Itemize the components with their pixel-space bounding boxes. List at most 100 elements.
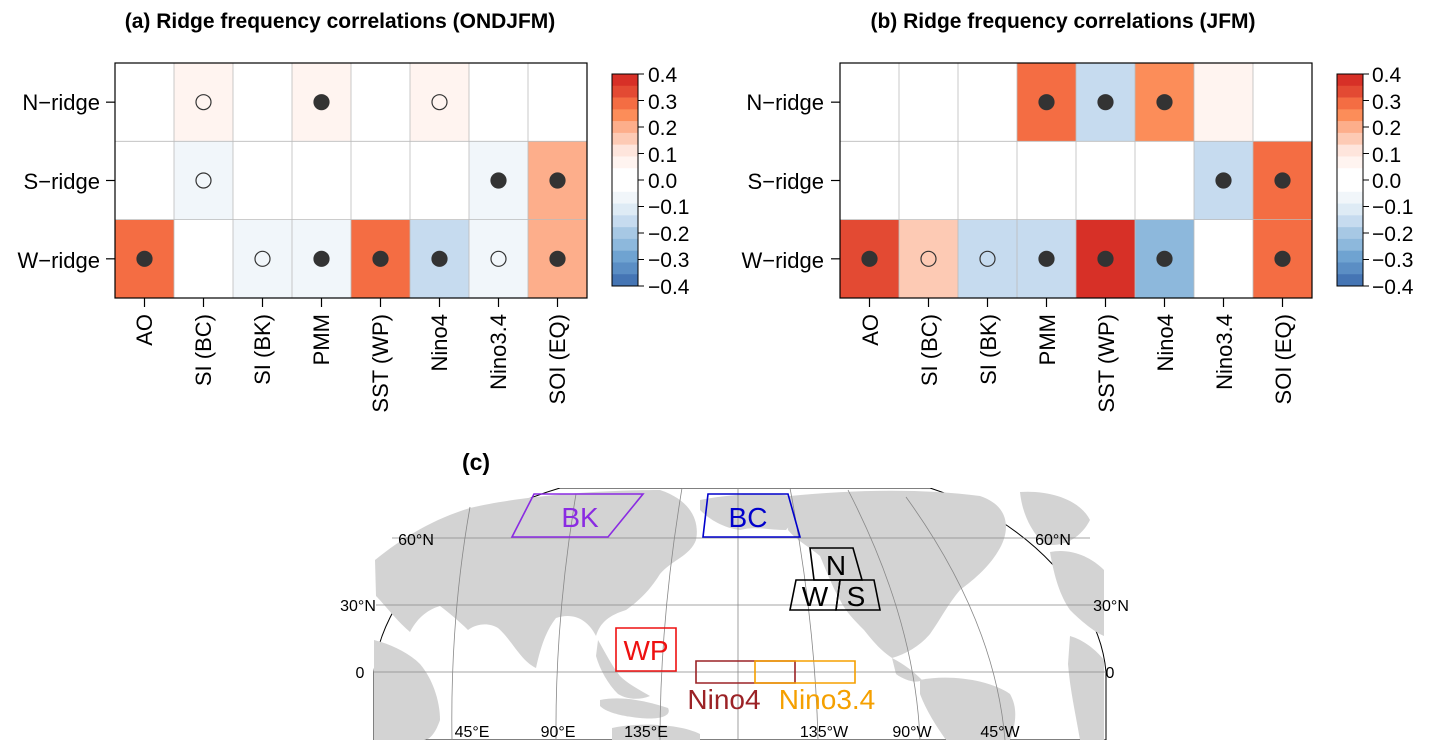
lon-label: 135°E: [624, 724, 668, 740]
land-europe-right: [1050, 550, 1104, 636]
colorbar-segment: [1337, 191, 1363, 204]
colorbar-segment: [612, 250, 638, 263]
panel-b-col-label: AO: [858, 314, 883, 346]
heatmap-cell: [351, 141, 411, 220]
panel-b-markers: [861, 94, 1291, 267]
significance-dot-open: [920, 250, 937, 267]
significance-dot-filled: [431, 250, 448, 267]
heatmap-cell: [115, 63, 175, 142]
lon-label: 45°E: [455, 724, 490, 740]
panel-a-col-label: SOI (EQ): [545, 314, 570, 404]
panel-c-map: (c): [340, 449, 1129, 740]
panel-a-col-label: SI (BC): [191, 314, 216, 386]
panel-b-row-labels: N−ridge S−ridge W−ridge: [741, 90, 824, 273]
panel-a-col-label: SST (WP): [368, 314, 393, 413]
panel-a-column-labels: AO SI (BC) SI (BK) PMM SST (WP) Nino4 Ni…: [132, 314, 570, 413]
panel-a-markers: [136, 94, 566, 267]
significance-dot-filled: [1097, 250, 1114, 267]
region-label-bc: BC: [729, 502, 768, 533]
panel-c-title: (c): [462, 449, 490, 475]
colorbar-tick-label: −0.2: [1372, 223, 1413, 246]
heatmap-cell: [1253, 63, 1313, 142]
region-label-wp: WP: [623, 635, 668, 666]
heatmap-cell: [174, 141, 234, 220]
panel-b-col-label: Nino4: [1153, 314, 1178, 371]
region-boxes: [510, 493, 881, 684]
colorbar-segment: [612, 274, 638, 287]
colorbar-tick-label: −0.3: [1372, 249, 1413, 272]
heatmap-cell: [840, 141, 900, 220]
map-body: [373, 488, 1107, 740]
region-box-bc: [702, 493, 802, 538]
significance-dot-open: [195, 172, 212, 189]
significance-dot-filled: [1038, 94, 1055, 111]
region-label-n: N: [826, 550, 846, 581]
colorbar-segment: [1337, 180, 1363, 193]
colorbar-tick-label: −0.4: [648, 276, 690, 299]
panel-b-row-label: S−ridge: [748, 169, 824, 194]
region-label-s: S: [847, 581, 866, 612]
colorbar-tick-label: 0.3: [648, 91, 677, 114]
land-se-asia: [596, 640, 650, 699]
graticule: [374, 488, 1106, 740]
colorbar-tick-label: 0.4: [1372, 64, 1402, 87]
panel-a-col-label: SI (BK): [250, 314, 275, 385]
heatmap-cell: [233, 63, 293, 142]
colorbar-tick-label: −0.3: [648, 249, 689, 272]
colorbar-tick-label: 0.2: [648, 117, 677, 140]
land-alaska: [700, 493, 796, 530]
lat-label: 30°N: [340, 598, 376, 615]
panel-a-col-label: Nino4: [427, 314, 452, 371]
heatmap-cell: [174, 63, 234, 142]
region-label-w: W: [802, 581, 829, 612]
land-africa: [374, 640, 440, 740]
heatmap-cell: [840, 63, 900, 142]
colorbar-segment: [612, 85, 638, 98]
heatmap-cell: [469, 219, 529, 299]
lon-labels: 45°E 90°E 135°E 135°W 90°W 45°W: [455, 724, 1021, 740]
panel-b-colorbar-ticks: 0.4 0.3 0.2 0.1 0.0 −0.1 −0.2 −0.3 −0.4: [1372, 64, 1414, 299]
lat-label: 0: [356, 665, 365, 682]
lat-label: 30°N: [1093, 598, 1129, 615]
colorbar-segment: [612, 109, 638, 122]
colorbar-segment: [612, 132, 638, 145]
colorbar-segment: [612, 168, 638, 181]
colorbar-segment: [1337, 262, 1363, 275]
heatmap-cell: [899, 141, 959, 220]
colorbar-tick-label: −0.4: [1372, 276, 1414, 299]
significance-dot-filled: [1097, 94, 1114, 111]
heatmap-cell: [410, 63, 470, 142]
heatmap-cell: [958, 141, 1018, 220]
land-greenland: [1020, 491, 1090, 545]
heatmap-cell: [469, 63, 529, 142]
panel-b-title: (b) Ridge frequency correlations (JFM): [870, 10, 1255, 33]
lat-label: 0: [1106, 665, 1115, 682]
heatmap-cell: [351, 63, 411, 142]
land-central-america: [892, 658, 922, 682]
meridian: [555, 493, 577, 740]
colorbar-tick-label: 0.1: [1372, 144, 1401, 167]
lat-label: 60°N: [398, 532, 434, 549]
significance-dot-open: [979, 250, 996, 267]
colorbar-segment: [612, 156, 638, 169]
land-south-america: [920, 677, 1016, 740]
heatmap-cell: [233, 219, 293, 299]
significance-dot-filled: [549, 250, 566, 267]
colorbar-segment: [612, 144, 638, 157]
panel-b-ticks: [831, 101, 1284, 307]
panel-b: (b) Ridge frequency correlations (JFM) N…: [741, 10, 1413, 413]
colorbar-tick-label: 0.4: [648, 64, 678, 87]
panel-b-col-label: SOI (EQ): [1271, 314, 1296, 404]
significance-dot-filled: [1274, 172, 1291, 189]
significance-dot-open: [490, 250, 507, 267]
colorbar-segment: [1337, 215, 1363, 228]
colorbar-segment: [1337, 274, 1363, 287]
panel-a-row-label: N−ridge: [22, 90, 100, 115]
colorbar-segment: [1337, 168, 1363, 181]
heatmap-cell: [292, 141, 352, 220]
heatmap-cell: [528, 63, 588, 142]
colorbar-segment: [1337, 144, 1363, 157]
significance-dot-filled: [372, 250, 389, 267]
panel-a-grid: [115, 63, 587, 298]
colorbar-segment: [1337, 227, 1363, 240]
